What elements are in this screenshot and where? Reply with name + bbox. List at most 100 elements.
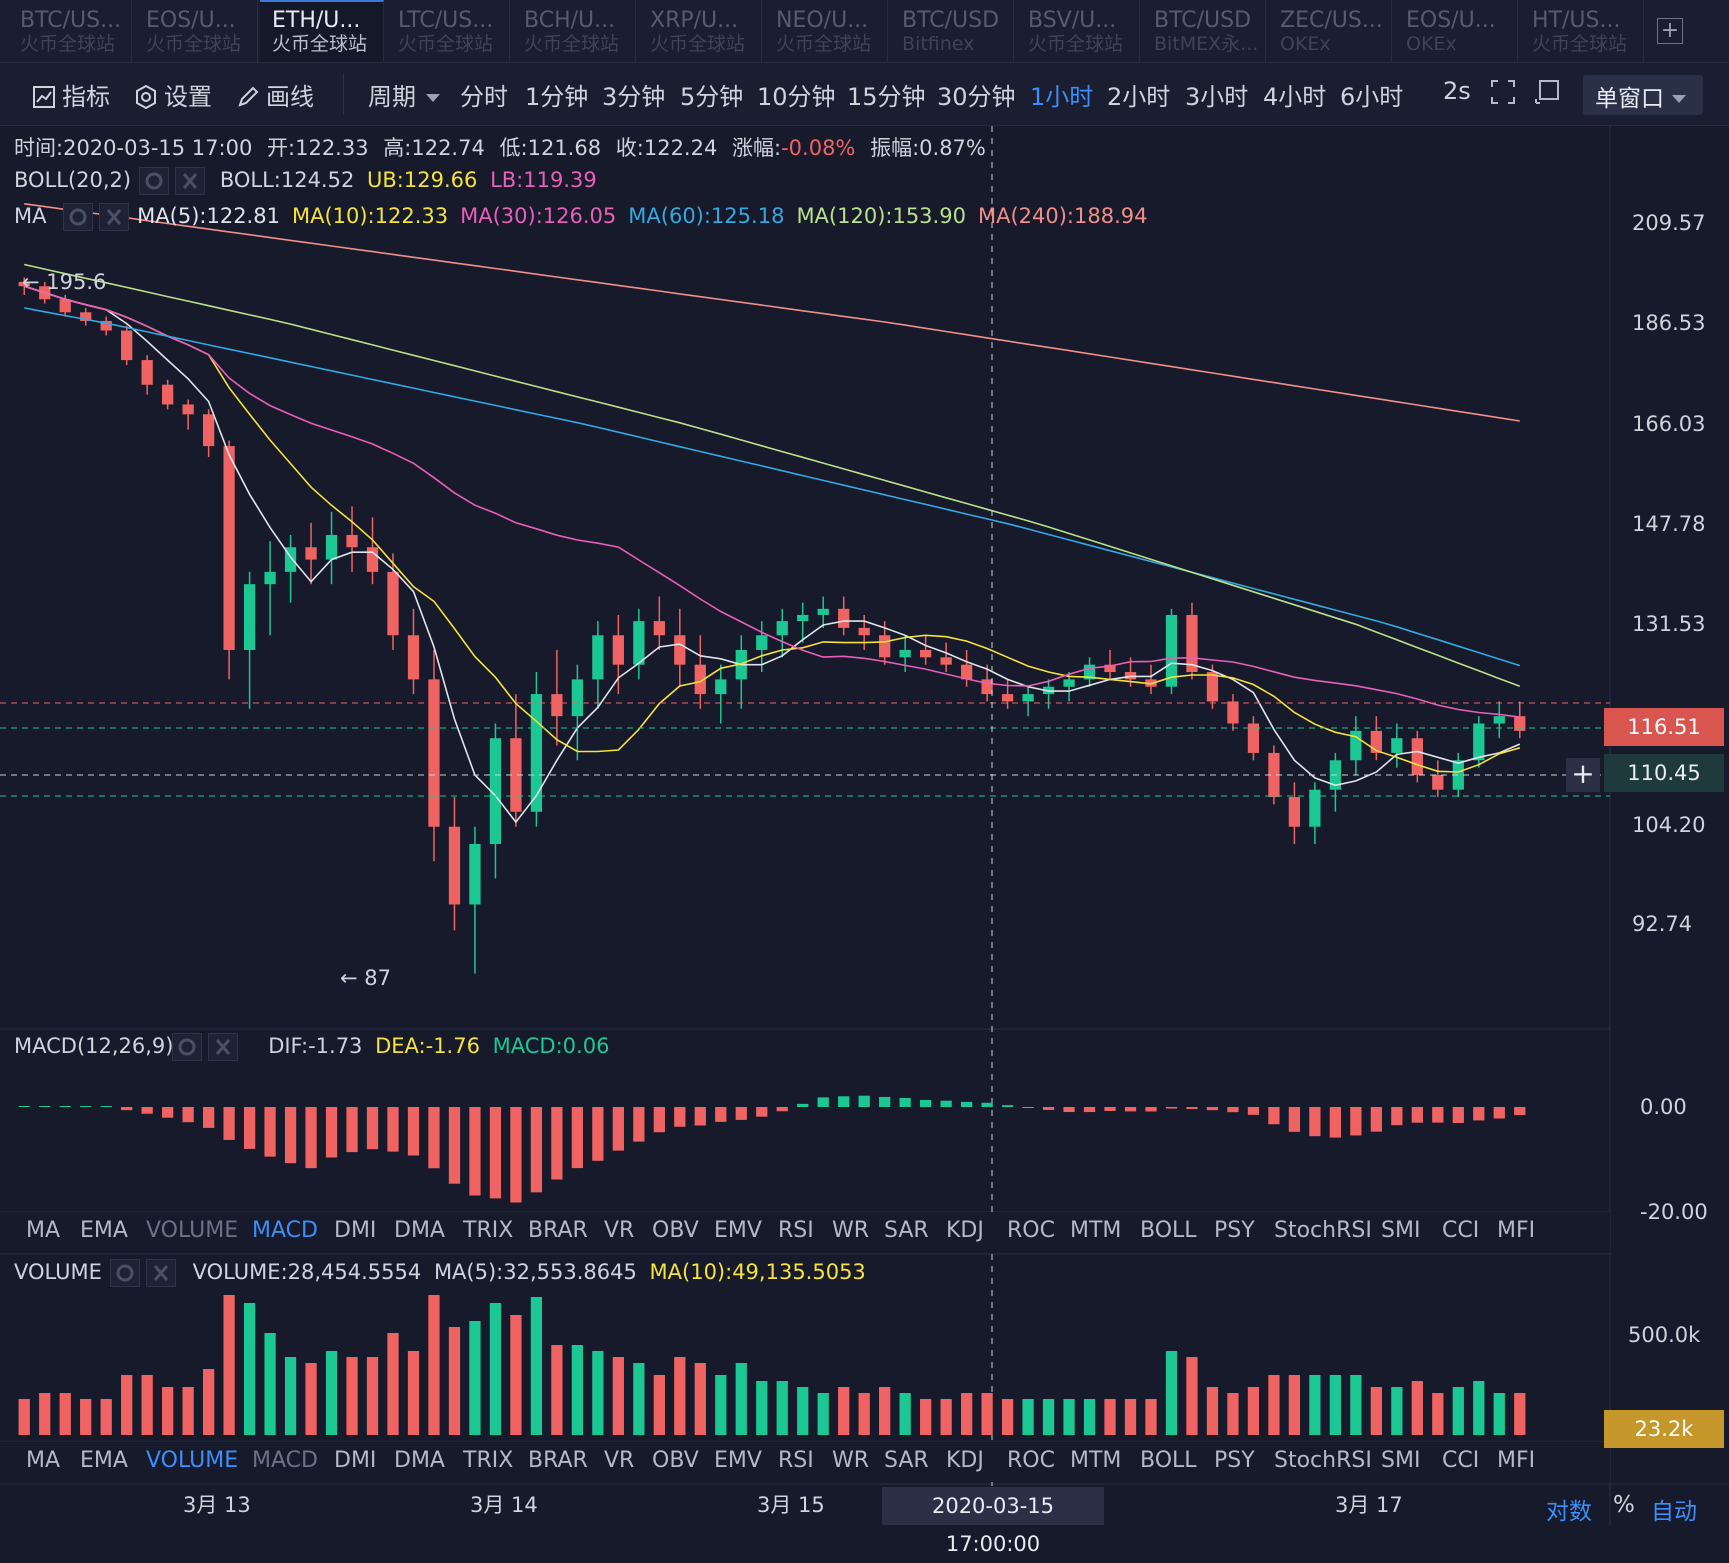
settings-button[interactable]: 设置 <box>134 77 212 112</box>
indicator-tab[interactable]: MTM <box>1070 1448 1122 1473</box>
window-mode-select[interactable]: 单窗口 <box>1583 75 1703 115</box>
macd-bar <box>121 1107 133 1111</box>
indicators-button[interactable]: 指标 <box>32 77 110 112</box>
symbol-tab[interactable]: BTC/US... 火币全球站 <box>8 0 132 62</box>
symbol-tab[interactable]: LTC/US... 火币全球站 <box>386 0 510 62</box>
boll-close-icon[interactable] <box>175 167 205 195</box>
indicator-tab[interactable]: WR <box>832 1218 870 1243</box>
chart-canvas[interactable]: 209.57 186.53 166.03 147.78 131.53 104.20 92.7… <box>0 126 1729 1526</box>
indicator-tab[interactable]: RSI <box>778 1448 814 1473</box>
indicator-tab[interactable]: TRIX <box>463 1448 514 1473</box>
indicator-tab[interactable]: OBV <box>652 1218 699 1243</box>
indicator-tab[interactable]: BOLL <box>1140 1218 1197 1243</box>
indicator-tab[interactable]: KDJ <box>946 1218 984 1243</box>
indicator-tab[interactable]: CCI <box>1442 1448 1480 1473</box>
interval-option[interactable]: 分时 <box>460 83 508 111</box>
indicator-tab[interactable]: SAR <box>884 1218 929 1243</box>
indicator-tab[interactable]: VR <box>604 1218 635 1243</box>
indicator-tab[interactable]: MTM <box>1070 1218 1122 1243</box>
symbol-tab[interactable]: ZEC/US... OKEx <box>1268 0 1392 62</box>
macd-axis-tick: -20.00 <box>1640 1200 1708 1224</box>
symbol-tab[interactable]: EOS/U... OKEx <box>1394 0 1518 62</box>
period-dropdown[interactable]: 周期 <box>368 77 440 112</box>
candle-body <box>858 627 870 636</box>
symbol-tab[interactable]: ETH/U... 火币全球站 <box>260 0 384 62</box>
price-axis-tick: 131.53 <box>1632 612 1705 636</box>
indicator-tab[interactable]: OBV <box>652 1448 699 1473</box>
indicator-tab[interactable]: EMA <box>80 1448 128 1473</box>
indicator-tab[interactable]: BRAR <box>528 1218 588 1243</box>
indicator-tab[interactable]: MA <box>26 1448 61 1473</box>
indicator-tab[interactable]: CCI <box>1442 1218 1480 1243</box>
indicator-tab[interactable]: MACD <box>252 1448 318 1473</box>
indicator-tab[interactable]: SMI <box>1381 1448 1421 1473</box>
interval-option[interactable]: 5分钟 <box>680 83 744 111</box>
indicator-tab[interactable]: EMA <box>80 1218 128 1243</box>
chevron-down-icon <box>1672 95 1686 103</box>
indicator-tab[interactable]: RSI <box>778 1218 814 1243</box>
log-scale-toggle[interactable]: 对数 <box>1546 1499 1592 1525</box>
macd-close-icon[interactable] <box>208 1033 238 1061</box>
indicator-tab[interactable]: StochRSI <box>1274 1218 1372 1243</box>
auto-scale-toggle[interactable]: 自动 <box>1651 1499 1697 1525</box>
indicator-tab[interactable]: EMV <box>714 1218 762 1243</box>
interval-option[interactable]: 3小时 <box>1185 83 1249 111</box>
symbol-tab[interactable]: HT/US... 火币全球站 <box>1520 0 1644 62</box>
symbol-tab[interactable]: BTC/USD BitMEX永... <box>1142 0 1266 62</box>
interval-option[interactable]: 1小时 <box>1030 83 1094 111</box>
ma-settings-icon[interactable] <box>63 203 93 231</box>
interval-option[interactable]: 4小时 <box>1263 83 1327 111</box>
interval-option[interactable]: 10分钟 <box>757 83 836 111</box>
indicator-tab[interactable]: DMI <box>334 1448 377 1473</box>
interval-option[interactable]: 3分钟 <box>602 83 666 111</box>
volume-bar <box>366 1357 379 1435</box>
indicator-tab[interactable]: KDJ <box>946 1448 984 1473</box>
symbol-tab[interactable]: BCH/U... 火币全球站 <box>512 0 636 62</box>
indicator-tab[interactable]: MFI <box>1497 1218 1536 1243</box>
indicator-tab[interactable]: WR <box>832 1448 870 1473</box>
indicator-tab[interactable]: BOLL <box>1140 1448 1197 1473</box>
interval-option[interactable]: 30分钟 <box>937 83 1016 111</box>
symbol-tab[interactable]: BTC/USD Bitfinex <box>890 0 1014 62</box>
symbol-tab[interactable]: NEO/U... 火币全球站 <box>764 0 888 62</box>
indicator-tab[interactable]: DMA <box>394 1448 445 1473</box>
indicator-tab[interactable]: PSY <box>1214 1218 1255 1243</box>
indicator-tab[interactable]: ROC <box>1007 1448 1055 1473</box>
indicator-tab[interactable]: VOLUME <box>146 1218 239 1243</box>
indicator-tab[interactable]: SAR <box>884 1448 929 1473</box>
indicator-tab[interactable]: SMI <box>1381 1218 1421 1243</box>
macd-bar <box>1145 1107 1157 1112</box>
fullscreen-icon[interactable] <box>1490 79 1516 111</box>
symbol-tab[interactable]: BSV/U... 火币全球站 <box>1016 0 1140 62</box>
volume-close-icon[interactable] <box>146 1259 176 1287</box>
indicator-tab[interactable]: EMV <box>714 1448 762 1473</box>
interval-option[interactable]: 2小时 <box>1107 83 1171 111</box>
add-tab-button[interactable]: + <box>1657 18 1683 44</box>
indicator-tab[interactable]: VOLUME <box>146 1448 239 1473</box>
indicator-tab[interactable]: PSY <box>1214 1448 1255 1473</box>
indicator-tab[interactable]: MACD <box>252 1218 318 1243</box>
ma-close-icon[interactable] <box>99 203 129 231</box>
indicator-tab[interactable]: DMA <box>394 1218 445 1243</box>
indicator-tab[interactable]: BRAR <box>528 1448 588 1473</box>
interval-option[interactable]: 1分钟 <box>525 83 589 111</box>
indicator-tab[interactable]: MA <box>26 1218 61 1243</box>
volume-settings-icon[interactable] <box>110 1259 140 1287</box>
interval-option[interactable]: 6小时 <box>1340 83 1404 111</box>
indicator-tab[interactable]: MFI <box>1497 1448 1536 1473</box>
percent-scale-toggle[interactable]: % <box>1613 1492 1635 1518</box>
macd-settings-icon[interactable] <box>172 1033 202 1061</box>
indicator-tab[interactable]: VR <box>604 1448 635 1473</box>
indicator-tab[interactable]: StochRSI <box>1274 1448 1372 1473</box>
add-alert-icon[interactable]: + <box>1566 758 1600 792</box>
draw-button[interactable]: 画线 <box>236 77 314 112</box>
indicator-tab[interactable]: DMI <box>334 1218 377 1243</box>
interval-option[interactable]: 15分钟 <box>847 83 926 111</box>
indicator-tab[interactable]: ROC <box>1007 1218 1055 1243</box>
boll-settings-icon[interactable] <box>139 167 169 195</box>
symbol-tab[interactable]: EOS/U... 火币全球站 <box>134 0 258 62</box>
screenshot-icon[interactable] <box>1534 79 1560 111</box>
refresh-interval[interactable]: 2s <box>1443 77 1471 105</box>
indicator-tab[interactable]: TRIX <box>463 1218 514 1243</box>
symbol-tab[interactable]: XRP/U... 火币全球站 <box>638 0 762 62</box>
